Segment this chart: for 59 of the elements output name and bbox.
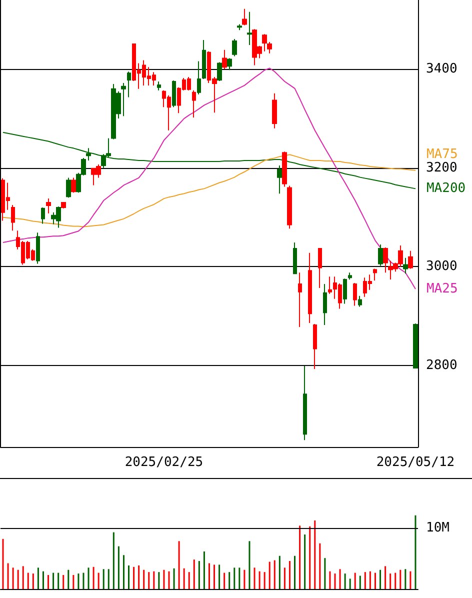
candlestick <box>403 257 408 274</box>
candlestick <box>157 80 161 91</box>
candlestick <box>36 232 40 264</box>
candlestick <box>192 90 196 118</box>
candlestick <box>66 177 71 198</box>
candlestick <box>287 185 292 230</box>
candlestick <box>127 71 131 98</box>
y-tick-label: 2800 <box>426 358 458 374</box>
candlestick <box>353 282 357 306</box>
candlestick <box>343 278 347 304</box>
candlestick <box>313 324 317 370</box>
candlestick <box>202 40 206 80</box>
x-tick-label: 2025/05/12 <box>376 455 455 470</box>
candlestick <box>41 206 45 224</box>
y-tick-label: 3400 <box>426 62 458 77</box>
y-tick-label: 3000 <box>426 259 458 274</box>
candlestick <box>71 177 76 194</box>
candlestick <box>358 295 362 308</box>
candlestick <box>328 276 332 294</box>
candlestick <box>242 8 247 26</box>
line-series <box>2 132 416 190</box>
series-label: MA200 <box>426 181 466 196</box>
y-tick-label: 3200 <box>426 160 458 176</box>
series-label: MA25 <box>426 281 458 296</box>
candlestick <box>378 244 383 266</box>
candlestick <box>237 24 242 31</box>
candlestick <box>348 272 352 280</box>
line-series <box>2 154 416 228</box>
candlestick <box>298 272 302 328</box>
candlestick <box>247 11 252 46</box>
candlestick <box>383 246 388 274</box>
candlestick <box>46 198 51 214</box>
candlestick <box>267 41 272 54</box>
candlestick <box>277 164 282 194</box>
candlestick <box>413 323 418 368</box>
candlestick <box>232 38 237 57</box>
candlestick <box>11 204 15 232</box>
candlestick <box>121 82 126 117</box>
candlestick <box>323 284 327 326</box>
series-label: MA75 <box>426 146 458 162</box>
candlestick <box>227 58 232 71</box>
ref-line-label: 10M <box>426 520 450 536</box>
candlestick <box>373 268 377 282</box>
candlestick <box>303 365 307 441</box>
candlestick <box>293 242 297 274</box>
candlestick <box>86 148 91 162</box>
line-series <box>2 68 416 290</box>
candlestick <box>408 250 413 270</box>
candlestick <box>172 80 176 108</box>
candlestick <box>61 202 66 209</box>
candlestick <box>217 62 222 82</box>
candlestick <box>262 34 267 52</box>
x-tick-label: 2025/02/25 <box>124 455 204 470</box>
candlestick <box>318 248 322 288</box>
candlestick <box>272 92 277 129</box>
candlestick <box>222 49 227 70</box>
candlestick <box>197 60 201 95</box>
candlestick <box>308 252 312 324</box>
candlestick <box>282 151 287 188</box>
